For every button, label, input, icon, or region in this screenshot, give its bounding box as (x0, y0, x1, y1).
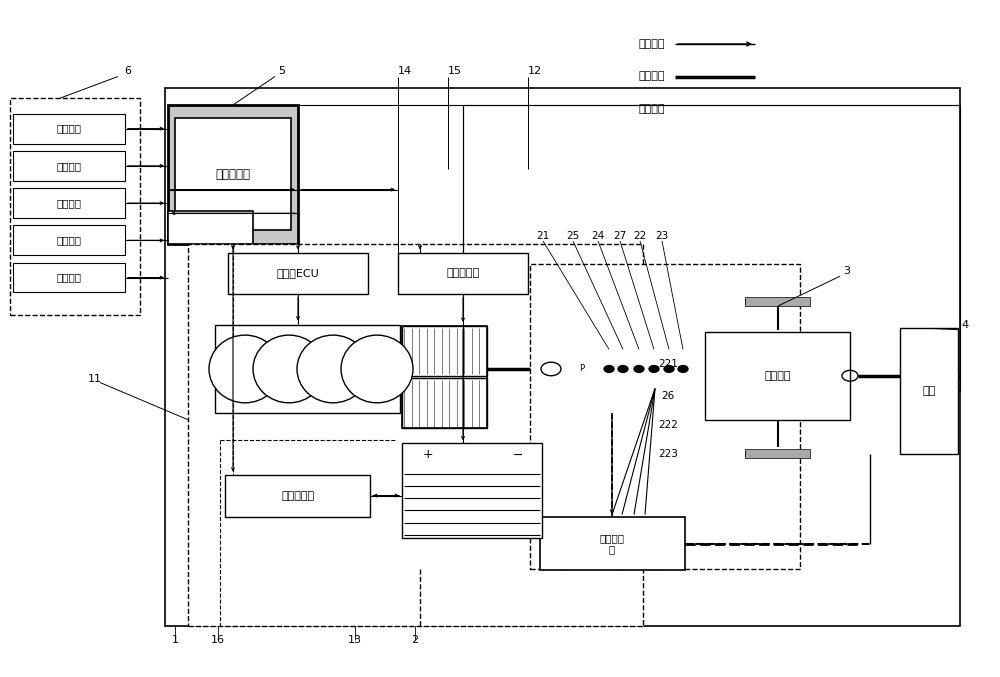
Bar (168, 211, 253, 244)
Circle shape (664, 366, 674, 372)
Bar (402, 326, 487, 428)
Text: 机械路线: 机械路线 (639, 72, 665, 81)
Bar (900, 328, 958, 454)
Bar (13, 263, 125, 292)
Text: 5: 5 (278, 66, 286, 76)
Bar (530, 264, 800, 569)
Circle shape (634, 366, 644, 372)
Bar (188, 244, 643, 626)
Text: 13: 13 (348, 635, 362, 645)
Text: 221: 221 (658, 359, 678, 369)
Bar (705, 332, 850, 420)
Bar (13, 151, 125, 181)
Bar (228, 253, 368, 294)
Bar (745, 449, 810, 458)
Text: 启动信号: 启动信号 (56, 124, 82, 133)
Bar (13, 225, 125, 255)
Text: 23: 23 (655, 231, 669, 240)
Text: 12: 12 (528, 66, 542, 76)
Bar (540, 517, 685, 570)
Circle shape (604, 366, 614, 372)
Text: 下降信号: 下降信号 (56, 273, 82, 282)
Bar (604, 349, 614, 389)
Text: 1: 1 (172, 635, 178, 645)
Text: 3: 3 (844, 266, 850, 276)
Text: 电机控制器: 电机控制器 (446, 269, 480, 278)
Text: −: − (513, 448, 523, 462)
Text: 多路换向
阀: 多路换向 阀 (600, 533, 624, 554)
Text: 22: 22 (633, 231, 647, 240)
Bar (10, 98, 140, 315)
Bar (225, 475, 370, 517)
Bar (618, 349, 628, 389)
Bar (678, 349, 688, 389)
Bar (398, 253, 528, 294)
Bar (540, 355, 562, 383)
Bar (566, 353, 598, 385)
Text: 223: 223 (658, 449, 678, 458)
Bar (745, 297, 810, 306)
Bar (175, 118, 291, 230)
Ellipse shape (253, 335, 325, 403)
Text: 制动信号: 制动信号 (56, 236, 82, 245)
Ellipse shape (341, 335, 413, 403)
Bar (168, 105, 298, 244)
Text: 加速信号: 加速信号 (56, 161, 82, 171)
Text: P: P (579, 364, 585, 374)
Bar (664, 349, 674, 389)
Bar (649, 349, 659, 389)
Bar (634, 349, 644, 389)
Text: 11: 11 (88, 374, 102, 384)
Text: 举升信号: 举升信号 (56, 198, 82, 208)
Text: 14: 14 (398, 66, 412, 76)
Circle shape (649, 366, 659, 372)
Circle shape (618, 366, 628, 372)
Text: 25: 25 (566, 231, 580, 240)
Text: 27: 27 (613, 231, 627, 240)
Circle shape (678, 366, 688, 372)
Text: 6: 6 (124, 66, 132, 76)
Text: 15: 15 (448, 66, 462, 76)
Text: 电池控制器: 电池控制器 (281, 491, 315, 500)
Text: 货叉: 货叉 (922, 387, 936, 396)
Bar (402, 378, 487, 428)
Text: 21: 21 (536, 231, 550, 240)
Text: 222: 222 (658, 420, 678, 430)
Text: 24: 24 (591, 231, 605, 240)
Bar (215, 325, 400, 413)
Text: 16: 16 (211, 635, 225, 645)
Text: 4: 4 (961, 320, 969, 330)
Bar (13, 188, 125, 218)
Text: 2: 2 (411, 635, 419, 645)
Text: 电气路线: 电气路线 (639, 39, 665, 49)
Ellipse shape (297, 335, 369, 403)
Text: 26: 26 (661, 391, 675, 401)
Bar (402, 443, 542, 538)
Text: 液压路线: 液压路线 (639, 104, 665, 114)
Text: 发动机ECU: 发动机ECU (277, 269, 319, 278)
Text: 行走装置: 行走装置 (765, 371, 791, 380)
Ellipse shape (209, 335, 281, 403)
Text: 整车控制器: 整车控制器 (216, 168, 250, 181)
Bar (402, 326, 487, 376)
Text: +: + (423, 448, 433, 462)
Bar (165, 88, 960, 626)
Bar (13, 114, 125, 144)
